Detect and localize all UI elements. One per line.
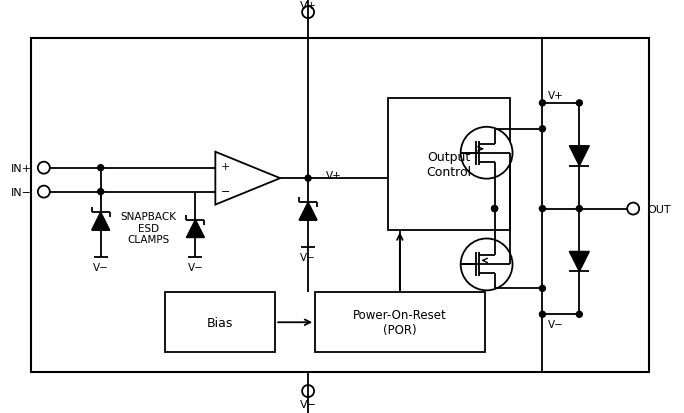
Circle shape (492, 206, 497, 212)
Text: +: + (221, 161, 230, 171)
Text: SNAPBACK
ESD
CLAMPS: SNAPBACK ESD CLAMPS (120, 211, 176, 244)
Circle shape (577, 311, 582, 318)
Circle shape (98, 165, 104, 171)
Text: V+: V+ (300, 1, 317, 11)
Circle shape (302, 385, 314, 397)
Text: V+: V+ (326, 170, 342, 180)
Text: V−: V− (93, 263, 109, 273)
Circle shape (540, 206, 545, 212)
Circle shape (305, 176, 311, 182)
Bar (166, 293, 275, 352)
Circle shape (302, 7, 314, 19)
Bar (31, 39, 649, 372)
Text: Power-On-Reset
(POR): Power-On-Reset (POR) (353, 309, 447, 337)
Text: OUT: OUT (647, 204, 671, 214)
Text: IN+: IN+ (11, 163, 32, 173)
Polygon shape (92, 213, 109, 230)
Circle shape (460, 239, 512, 291)
Bar (388, 99, 510, 230)
Circle shape (627, 203, 639, 215)
Circle shape (38, 186, 50, 198)
Circle shape (460, 128, 512, 179)
Text: V−: V− (300, 399, 317, 409)
Circle shape (98, 189, 104, 195)
Polygon shape (569, 252, 590, 272)
Text: V−: V− (547, 320, 564, 330)
Circle shape (492, 206, 497, 212)
Circle shape (577, 206, 582, 212)
Polygon shape (187, 220, 205, 238)
Circle shape (540, 101, 545, 107)
Circle shape (540, 286, 545, 292)
Polygon shape (299, 203, 317, 221)
Text: V−: V− (300, 253, 316, 263)
Text: V+: V+ (547, 91, 563, 101)
Text: −: − (221, 186, 230, 196)
Text: Output
Control: Output Control (426, 150, 471, 178)
Text: V−: V− (187, 263, 203, 273)
Bar (315, 293, 484, 352)
Text: IN−: IN− (11, 187, 32, 197)
Circle shape (540, 126, 545, 133)
Circle shape (38, 162, 50, 174)
Polygon shape (569, 146, 590, 166)
Circle shape (540, 311, 545, 318)
Text: Bias: Bias (207, 316, 233, 329)
Circle shape (577, 101, 582, 107)
